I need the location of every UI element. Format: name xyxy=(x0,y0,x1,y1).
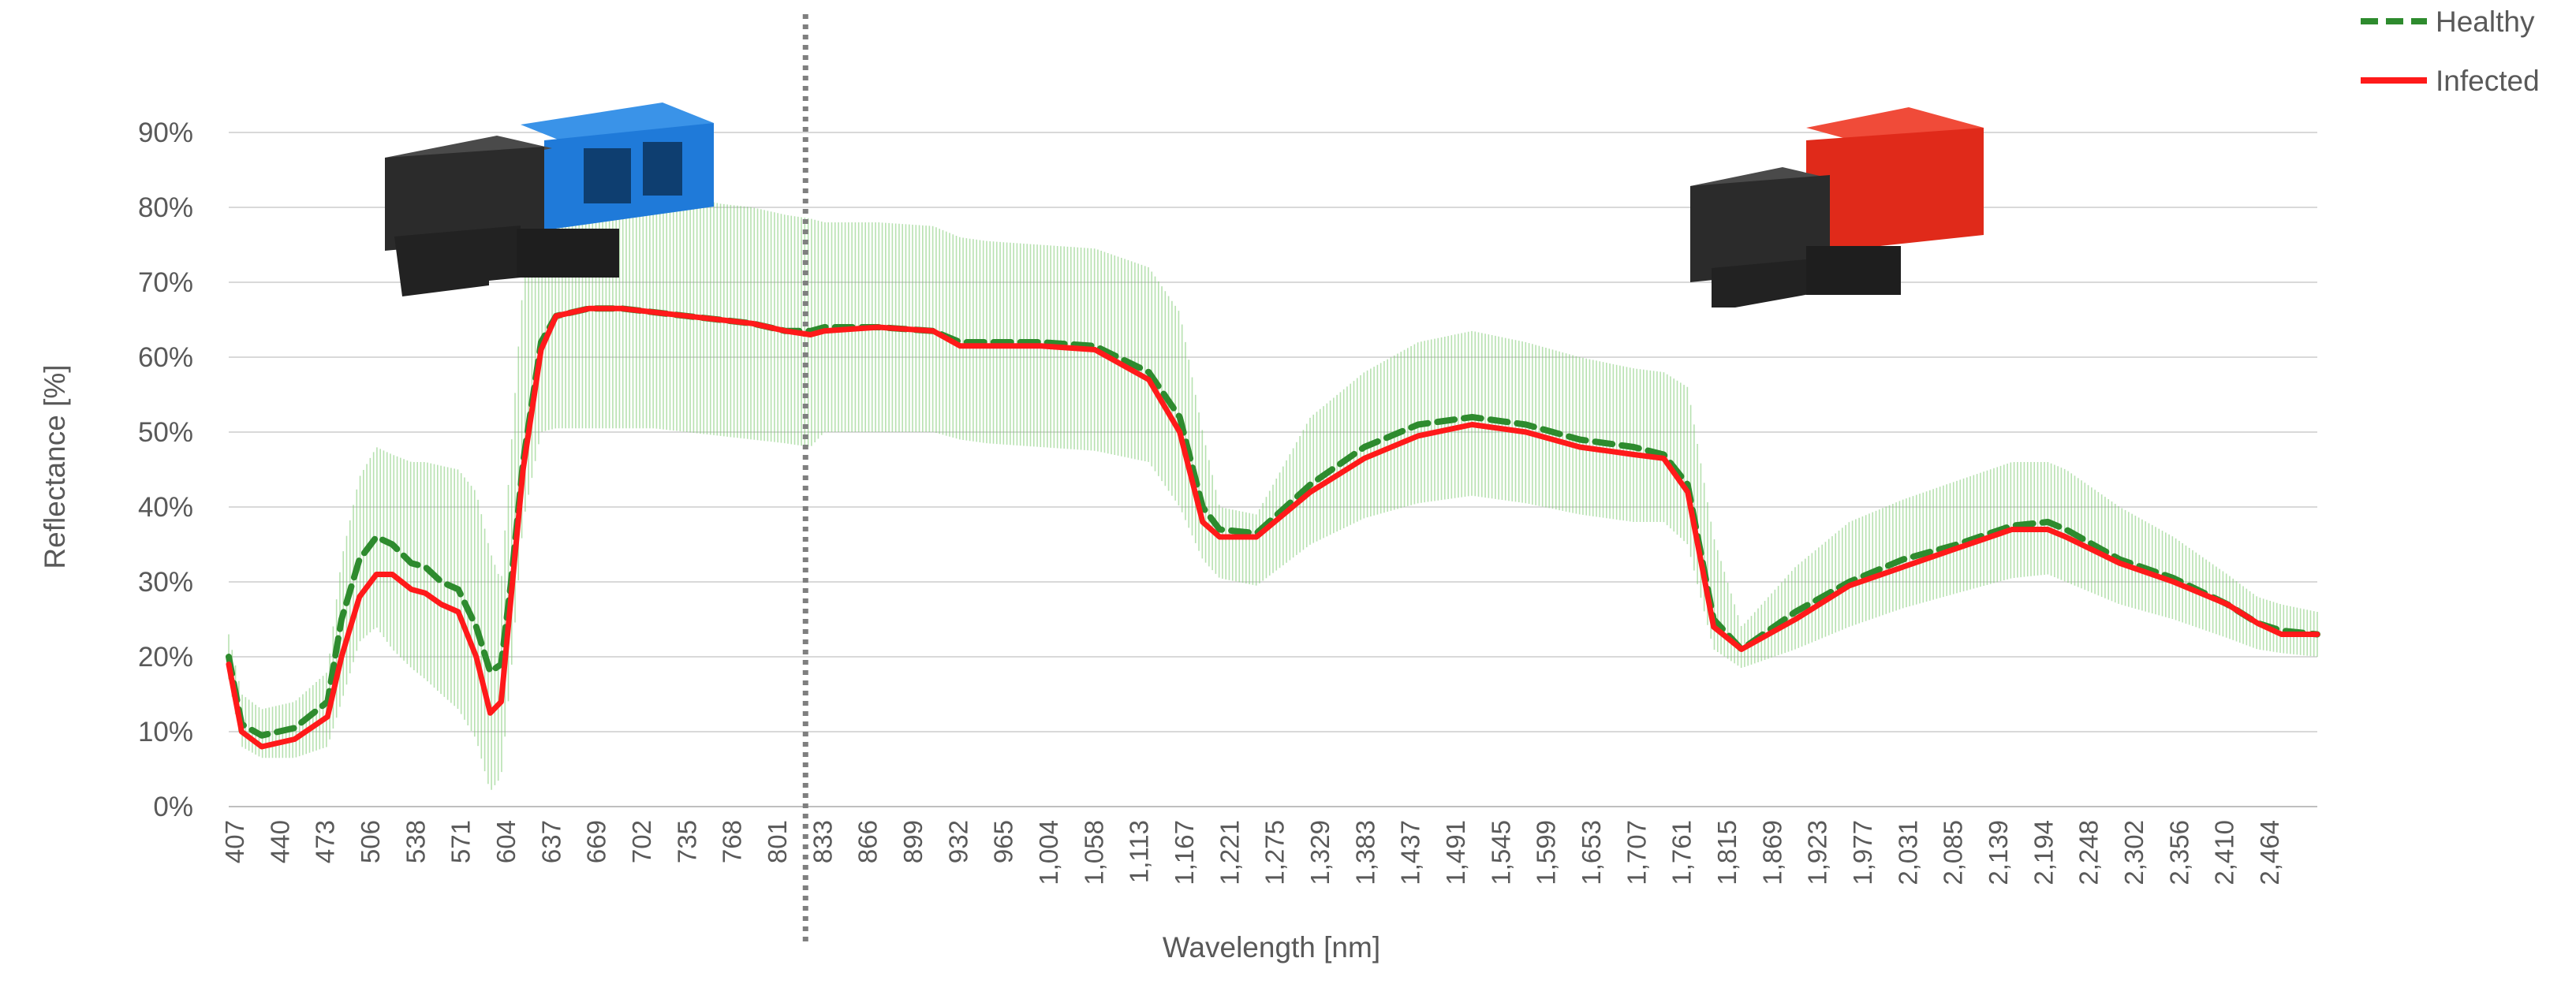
x-tick-label: 2,085 xyxy=(1939,820,1968,885)
x-tick-label: 866 xyxy=(853,820,883,863)
x-tick-label: 1,977 xyxy=(1848,820,1877,885)
x-tick-label: 1,221 xyxy=(1215,820,1244,885)
x-tick-label: 1,923 xyxy=(1803,820,1832,885)
x-tick-label: 1,329 xyxy=(1305,820,1335,885)
left-camera-black-base xyxy=(394,226,521,296)
left-camera-vent xyxy=(584,148,631,203)
x-axis-ticks: 407 440 473 506 538 571 604 637 669 702 735 768 801 8… xyxy=(220,820,2284,885)
legend-label-healthy: Healthy xyxy=(2436,6,2535,38)
x-tick-label: 2,139 xyxy=(1984,820,2013,885)
x-tick-label: 1,383 xyxy=(1350,820,1379,885)
y-axis-ticks: 0% 10% 20% 30% 40% 50% 60% 70% 80% 90% xyxy=(138,117,193,822)
y-tick-label: 20% xyxy=(138,642,193,673)
y-axis-title: Reflectance [%] xyxy=(39,364,71,568)
y-tick-label: 40% xyxy=(138,492,193,523)
y-tick-label: 80% xyxy=(138,192,193,223)
x-tick-label: 932 xyxy=(943,820,973,863)
y-tick-label: 70% xyxy=(138,267,193,298)
x-tick-label: 2,464 xyxy=(2255,820,2284,885)
x-tick-label: 571 xyxy=(446,820,476,863)
y-tick-label: 90% xyxy=(138,117,193,148)
x-tick-label: 1,815 xyxy=(1712,820,1742,885)
x-tick-label: 637 xyxy=(536,820,566,863)
x-tick-label: 1,653 xyxy=(1577,820,1606,885)
legend: Healthy Infected xyxy=(2361,6,2540,97)
x-tick-label: 2,248 xyxy=(2074,820,2104,885)
red-hyperspectral-camera-image xyxy=(1690,107,1984,308)
right-camera-lens-mount xyxy=(1806,246,1901,295)
x-tick-label: 899 xyxy=(898,820,928,863)
y-tick-label: 0% xyxy=(153,792,193,822)
legend-label-infected: Infected xyxy=(2436,65,2540,97)
x-tick-label: 1,437 xyxy=(1396,820,1425,885)
x-tick-label: 1,113 xyxy=(1125,820,1154,883)
y-tick-label: 50% xyxy=(138,417,193,448)
x-tick-label: 538 xyxy=(401,820,430,863)
series-line-healthy xyxy=(226,305,2320,739)
x-tick-label: 1,004 xyxy=(1034,820,1063,885)
x-tick-label: 1,491 xyxy=(1441,820,1470,885)
x-tick-label: 2,410 xyxy=(2210,820,2239,885)
x-tick-label: 702 xyxy=(627,820,656,863)
x-tick-label: 1,275 xyxy=(1260,820,1290,885)
x-tick-label: 669 xyxy=(582,820,611,863)
blue-hyperspectral-camera-image xyxy=(385,102,714,296)
left-camera-blue-top xyxy=(521,102,714,145)
x-axis-title: Wavelength [nm] xyxy=(1163,931,1380,964)
right-camera-black-base xyxy=(1712,259,1814,308)
x-tick-label: 735 xyxy=(672,820,701,863)
x-tick-label: 1,167 xyxy=(1170,820,1199,885)
x-tick-label: 1,058 xyxy=(1079,820,1108,885)
x-tick-label: 1,869 xyxy=(1757,820,1786,885)
x-tick-label: 2,302 xyxy=(2119,820,2149,885)
x-tick-label: 833 xyxy=(808,820,837,863)
x-tick-label: 965 xyxy=(989,820,1018,863)
left-camera-vent xyxy=(643,142,682,196)
x-tick-label: 473 xyxy=(311,820,340,863)
series-lines xyxy=(226,305,2320,750)
right-camera-black-front xyxy=(1690,175,1830,282)
x-tick-label: 506 xyxy=(356,820,385,863)
x-tick-label: 1,599 xyxy=(1532,820,1561,885)
y-tick-label: 30% xyxy=(138,567,193,598)
left-camera-lens-mount xyxy=(517,229,619,278)
x-tick-label: 2,194 xyxy=(2029,820,2058,885)
x-tick-label: 440 xyxy=(265,820,294,863)
x-tick-label: 1,761 xyxy=(1667,820,1697,885)
x-tick-label: 2,031 xyxy=(1893,820,1922,885)
x-tick-label: 801 xyxy=(763,820,792,863)
x-tick-label: 407 xyxy=(220,820,249,863)
x-tick-label: 604 xyxy=(491,820,521,863)
left-camera-black-front xyxy=(385,147,544,251)
x-tick-label: 768 xyxy=(718,820,747,863)
y-tick-label: 10% xyxy=(138,717,193,747)
right-camera-red-front xyxy=(1806,128,1984,254)
x-tick-label: 2,356 xyxy=(2164,820,2193,885)
series-line-infected xyxy=(226,305,2320,750)
y-tick-label: 60% xyxy=(138,342,193,373)
x-tick-label: 1,707 xyxy=(1622,820,1651,885)
x-tick-label: 1,545 xyxy=(1486,820,1515,885)
